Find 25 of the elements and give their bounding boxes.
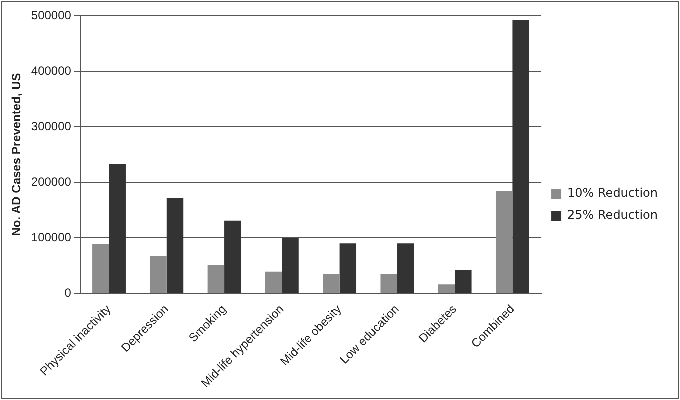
bar [512, 20, 530, 294]
y-axis-title: No. AD Cases Prevented, US [10, 73, 24, 236]
y-tick-label: 300000 [31, 119, 72, 134]
bar [282, 238, 299, 294]
bar [455, 270, 472, 294]
y-tick-label: 400000 [31, 64, 72, 78]
legend-label: 25% Reduction [568, 208, 658, 222]
bar [92, 244, 110, 294]
bar [265, 272, 282, 294]
y-tick-label: 200000 [31, 174, 72, 189]
bar [496, 191, 513, 294]
y-tick-label: 0 [64, 286, 72, 300]
bar [380, 274, 398, 294]
bar [224, 220, 242, 294]
bar [208, 265, 225, 294]
bar [438, 284, 456, 294]
y-tick-label: 100000 [31, 230, 72, 244]
bar [166, 198, 184, 294]
bar [397, 244, 414, 294]
legend-label: 10% Reduction [568, 186, 658, 200]
bar [323, 274, 340, 294]
bar [109, 164, 126, 294]
bar [340, 244, 357, 294]
bar [150, 256, 167, 294]
y-tick-label: 500000 [31, 8, 72, 22]
